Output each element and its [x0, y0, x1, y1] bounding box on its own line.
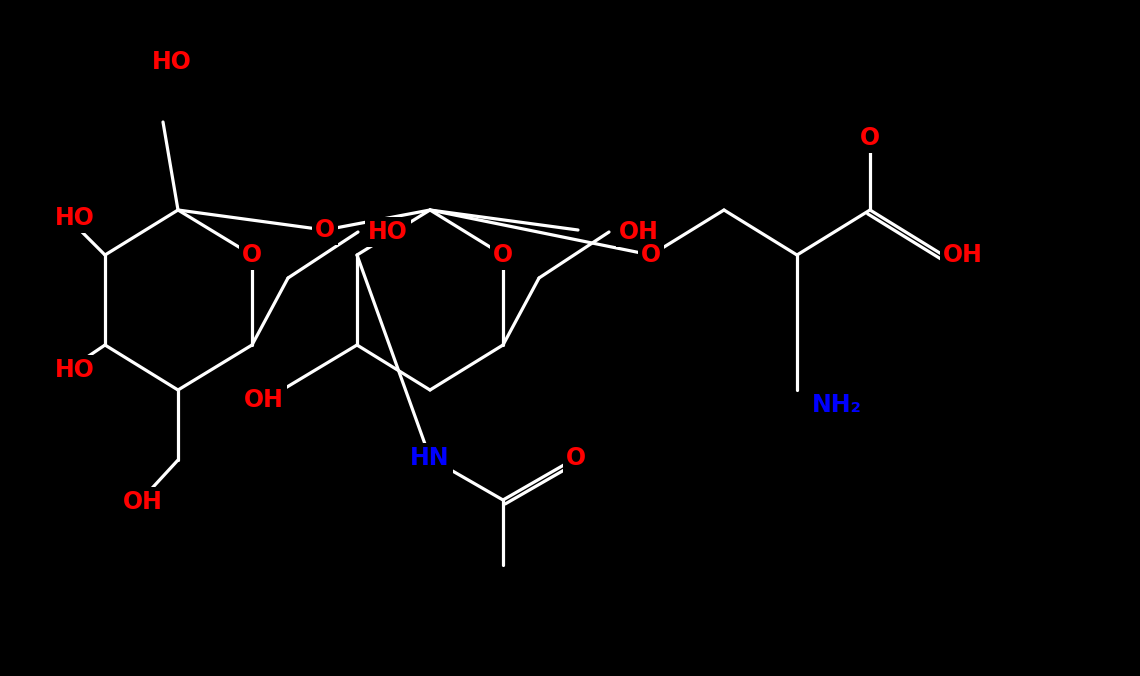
Text: O: O — [315, 218, 335, 242]
Text: O: O — [242, 243, 262, 267]
Text: OH: OH — [244, 388, 284, 412]
Text: HO: HO — [55, 206, 95, 230]
Text: HN: HN — [410, 446, 450, 470]
Text: OH: OH — [943, 243, 983, 267]
Text: HO: HO — [368, 220, 408, 244]
Text: O: O — [860, 126, 880, 150]
Text: O: O — [641, 243, 661, 267]
Text: OH: OH — [123, 490, 163, 514]
Text: HO: HO — [152, 50, 192, 74]
Text: HO: HO — [55, 358, 95, 382]
Text: OH: OH — [619, 220, 659, 244]
Text: NH₂: NH₂ — [812, 393, 862, 417]
Text: O: O — [565, 446, 586, 470]
Text: O: O — [492, 243, 513, 267]
